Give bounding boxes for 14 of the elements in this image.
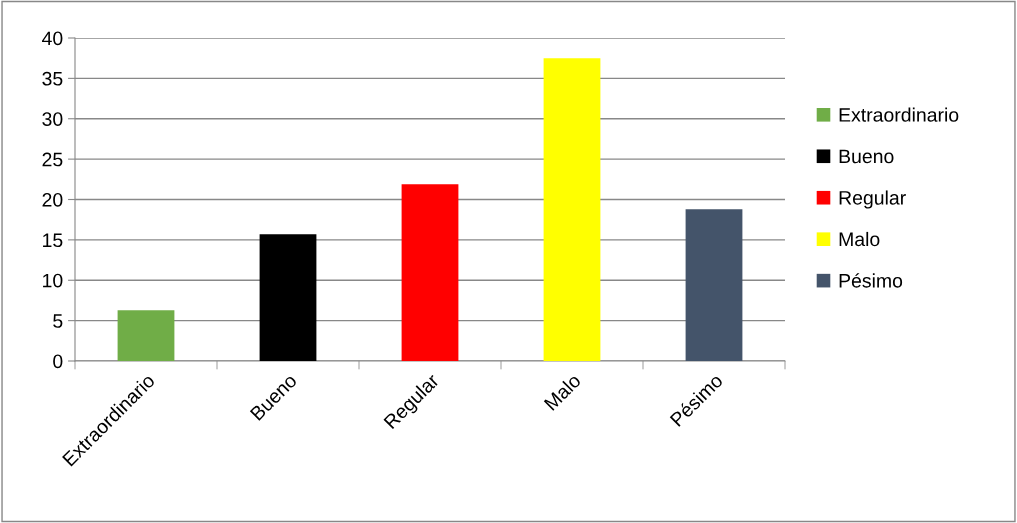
y-tick-label: 15 — [43, 233, 63, 248]
y-tick-label: 20 — [42, 192, 63, 207]
y-tick-label: 0 — [53, 354, 63, 369]
legend-label: Regular — [839, 190, 906, 209]
legend-label: Bueno — [839, 149, 894, 164]
y-tick-label: 35 — [42, 71, 63, 86]
legend-label: Extraordinario — [839, 107, 959, 122]
y-tick-label: 40 — [42, 31, 63, 46]
legend-label: Malo — [839, 231, 880, 247]
y-tick-label: 5 — [53, 314, 63, 328]
y-tick-label: 25 — [42, 152, 63, 167]
legend-label: Pésimo — [839, 273, 903, 288]
y-tick-label: 10 — [43, 273, 63, 288]
y-tick-label: 30 — [42, 112, 63, 126]
